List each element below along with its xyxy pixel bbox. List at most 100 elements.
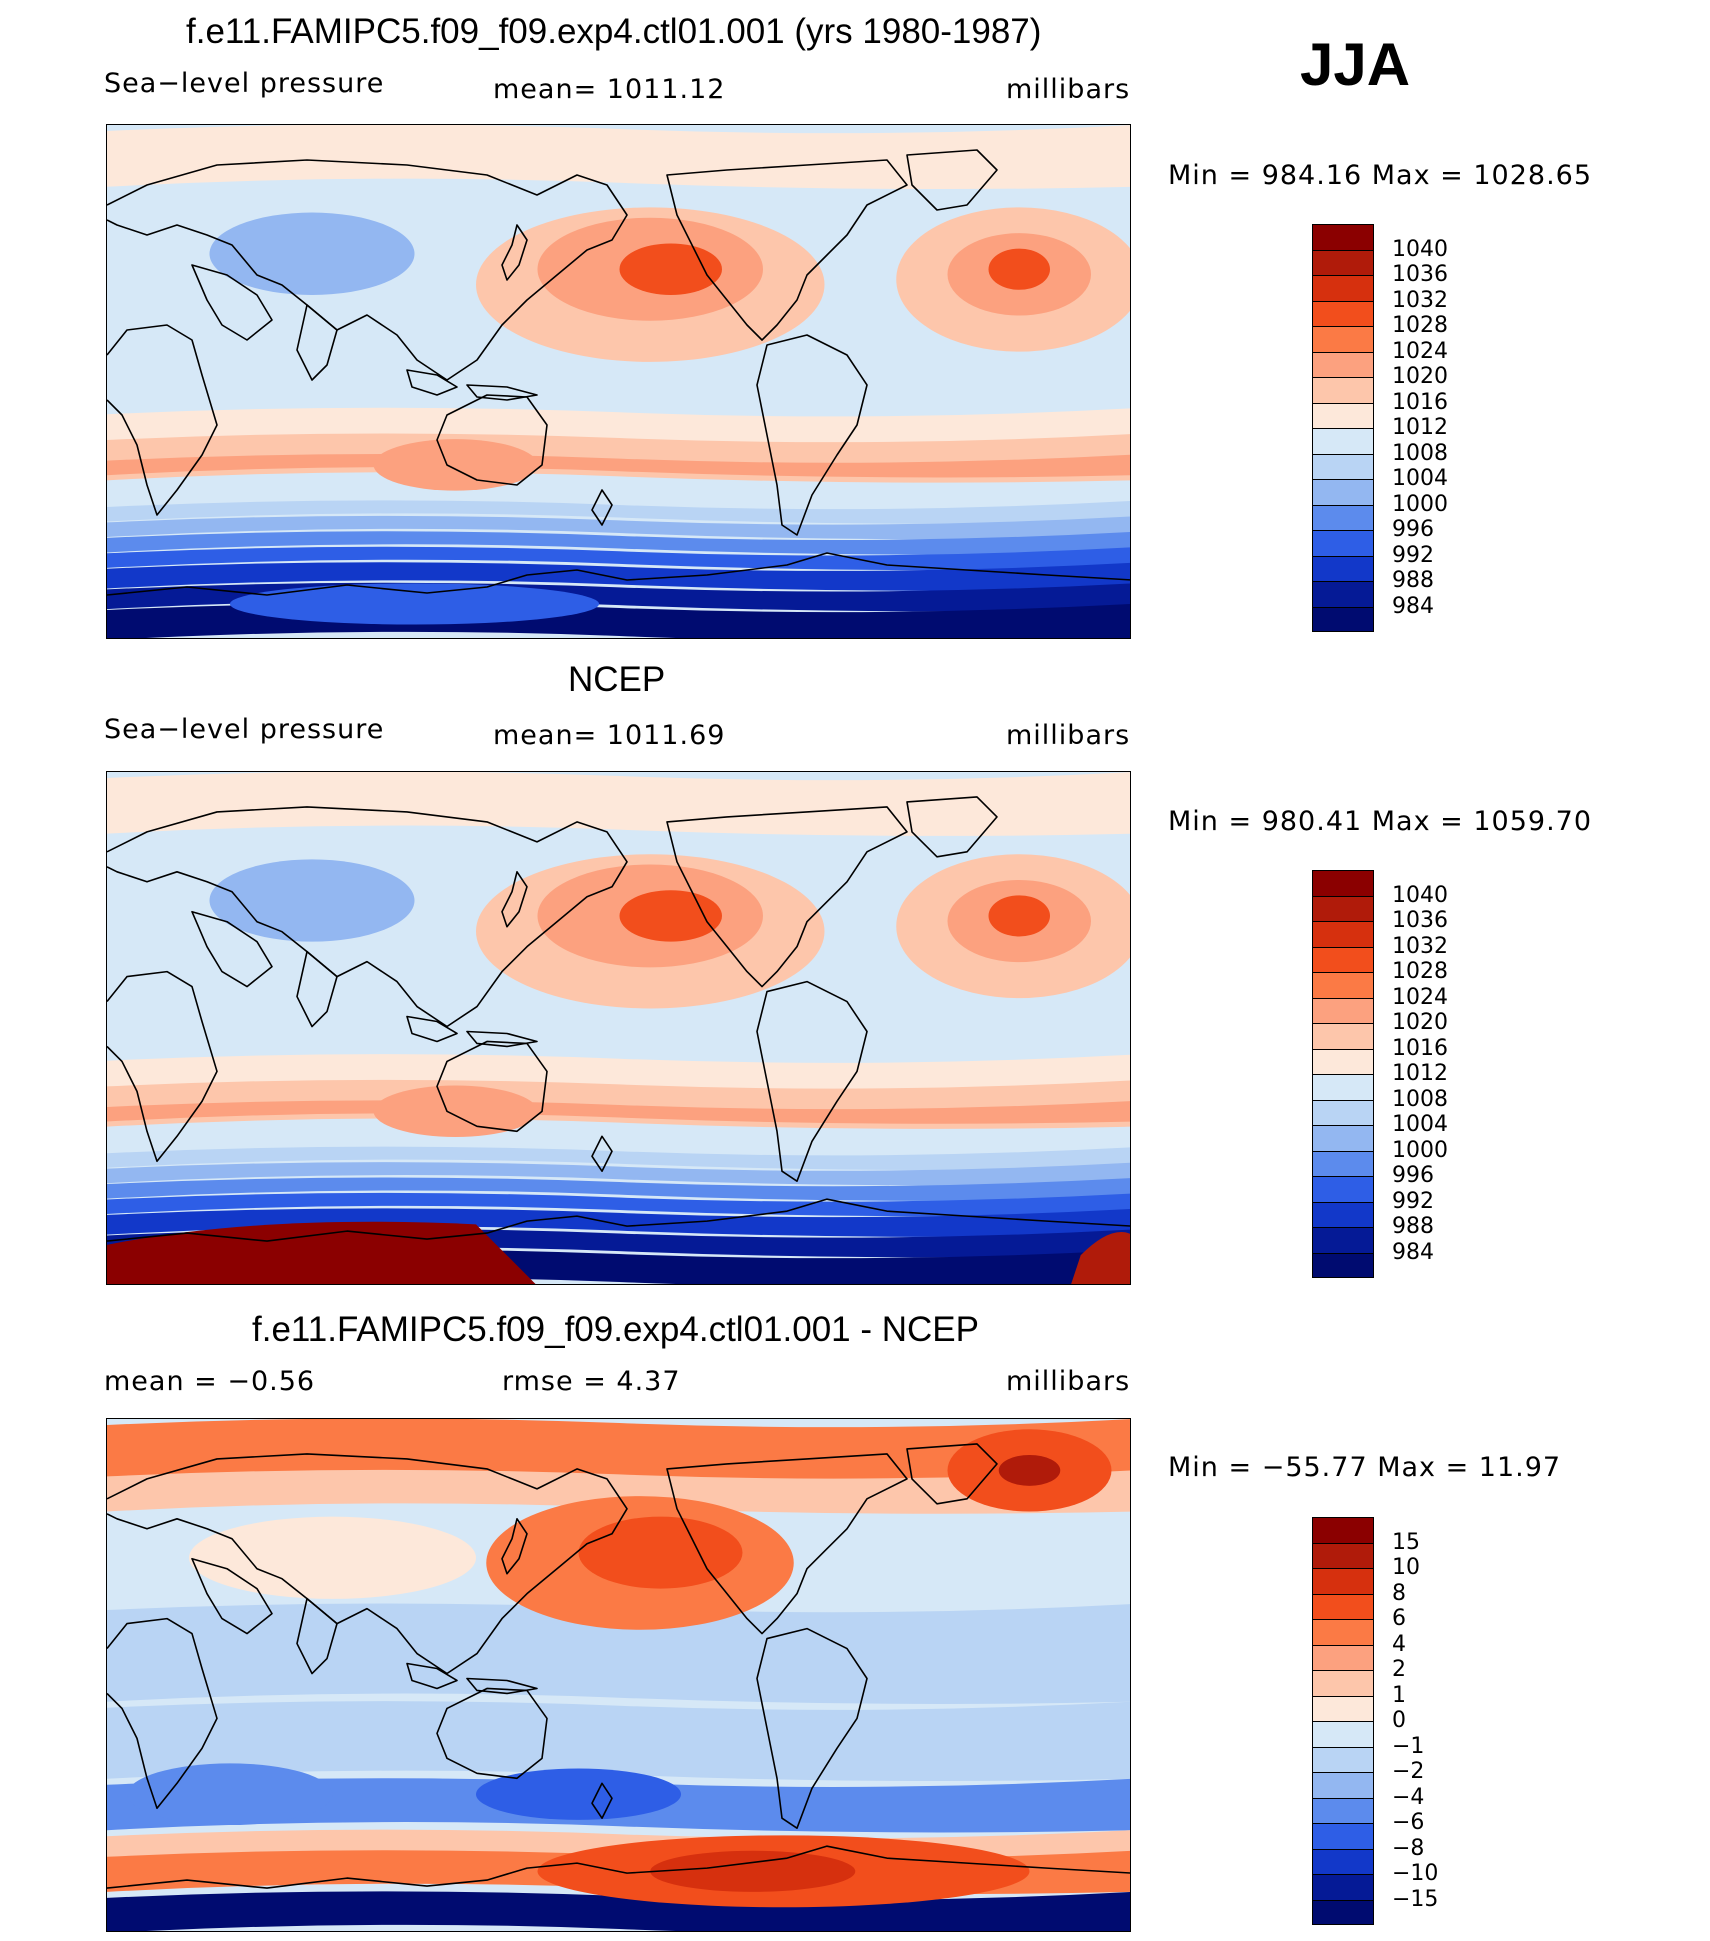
panel-3-title: f.e11.FAMIPC5.f09_f09.exp4.ctl01.001 - N…	[252, 1310, 979, 1349]
colorbar-swatch	[1312, 530, 1374, 556]
contour-band	[107, 1177, 1130, 1201]
colorbar-tick-label: 1028	[1392, 959, 1448, 984]
coastline	[107, 796, 1130, 1242]
colorbar-swatch	[1312, 997, 1374, 1023]
colorbar-swatch	[1312, 300, 1374, 326]
colorbar-swatch	[1312, 1517, 1374, 1543]
colorbar-tick-label: 1020	[1392, 1010, 1448, 1035]
colorbar-swatch	[1312, 921, 1374, 947]
contour-band	[107, 562, 1130, 591]
contour-band	[107, 1603, 1130, 1704]
colorbar-tick-label: 1040	[1392, 882, 1448, 908]
colorbar-tick-label: 988	[1392, 568, 1434, 593]
colorbar-swatch	[1312, 581, 1374, 607]
contour-band	[107, 1146, 1130, 1171]
colorbar-tick-label: 1036	[1392, 262, 1448, 287]
contour-region	[619, 243, 722, 295]
panel-3-minmax: Min = −55.77 Max = 11.97	[1168, 1452, 1562, 1483]
contour-band	[107, 454, 1130, 478]
colorbar-swatch	[1312, 1899, 1374, 1925]
contour-region	[650, 1850, 856, 1892]
contour-band	[107, 1208, 1130, 1237]
colorbar-swatch	[1312, 402, 1374, 428]
colorbar-swatch	[1312, 1721, 1374, 1747]
colorbar-tick-label: 1004	[1392, 466, 1448, 491]
panel-2-map-svg	[107, 772, 1130, 1284]
colorbar-swatch	[1312, 895, 1374, 921]
contour-band	[107, 1100, 1130, 1124]
colorbar-swatch	[1312, 1848, 1374, 1874]
colorbar-swatch	[1312, 1176, 1374, 1202]
colorbar-swatch	[1312, 1746, 1374, 1772]
contour-region	[1071, 1232, 1130, 1284]
colorbar-swatch	[1312, 453, 1374, 479]
colorbar-swatch	[1312, 1252, 1374, 1278]
contour-region	[127, 1763, 333, 1826]
panel-2-mean-label: mean= 1011.69	[493, 720, 726, 751]
colorbar-tick-label: 1024	[1392, 984, 1448, 1010]
colorbar-tick-label: 1000	[1392, 1137, 1448, 1163]
colorbar-swatch	[1312, 1074, 1374, 1100]
colorbar-tick-label: −1	[1392, 1733, 1425, 1759]
contour-region	[619, 890, 722, 942]
colorbar-swatch	[1312, 946, 1374, 972]
colorbar-tick-label: −2	[1392, 1759, 1425, 1784]
colorbar-swatch	[1312, 224, 1374, 250]
colorbar-swatch	[1312, 275, 1374, 301]
colorbar-swatch	[1312, 504, 1374, 530]
panel-3-map	[106, 1418, 1131, 1932]
colorbar-swatch	[1312, 1023, 1374, 1049]
colorbar-tick-label: 1020	[1392, 364, 1448, 389]
colorbar-tick-label: 8	[1392, 1580, 1406, 1606]
colorbar-swatch	[1312, 1568, 1374, 1594]
contour-band	[107, 515, 1130, 540]
panel-1-map-svg	[107, 125, 1130, 638]
colorbar-swatch	[1312, 1150, 1374, 1176]
contour-band	[107, 1192, 1130, 1217]
colorbar-tick-label: −6	[1392, 1810, 1425, 1835]
colorbar-tick-label: −15	[1392, 1886, 1439, 1912]
contour-band	[107, 125, 1130, 190]
panel-1-minmax: Min = 984.16 Max = 1028.65	[1168, 160, 1593, 191]
contour-region	[476, 1768, 681, 1820]
contour-region	[230, 583, 599, 625]
contour-band	[107, 546, 1130, 571]
colorbar-tick-label: 1012	[1392, 1061, 1448, 1086]
colorbar-tick-label: 1012	[1392, 415, 1448, 440]
panel-1-map	[106, 124, 1131, 639]
colorbar-tick-label: 1000	[1392, 491, 1448, 517]
contour-region	[988, 895, 1050, 937]
colorbar-swatch	[1312, 1048, 1374, 1074]
contour-band	[107, 1469, 1130, 1514]
colorbar-tick-label: 10	[1392, 1555, 1420, 1580]
contour-band	[107, 500, 1130, 524]
colorbar-tick-label: 1036	[1392, 908, 1448, 933]
colorbar-tick-label: 1032	[1392, 933, 1448, 959]
season-label: JJA	[1300, 31, 1411, 98]
colorbar-swatch	[1312, 1619, 1374, 1645]
panel-1-title: f.e11.FAMIPC5.f09_f09.exp4.ctl01.001 (yr…	[186, 12, 1042, 51]
colorbar-tick-label: −10	[1392, 1861, 1439, 1886]
colorbar-swatch	[1312, 1772, 1374, 1798]
contour-band	[107, 1162, 1130, 1186]
colorbar-tick-label: 6	[1392, 1606, 1406, 1631]
colorbar-swatch	[1312, 555, 1374, 581]
colorbar-tick-label: −8	[1392, 1835, 1425, 1861]
contour-region	[373, 1085, 538, 1137]
colorbar-tick-label: 1028	[1392, 313, 1448, 338]
panel-1-field-label: Sea−level pressure	[104, 68, 385, 99]
colorbar-tick-label: 996	[1392, 1163, 1434, 1188]
colorbar-swatch	[1312, 351, 1374, 377]
colorbar-swatch	[1312, 972, 1374, 998]
colorbar-swatch	[1312, 1670, 1374, 1696]
colorbar-swatch	[1312, 1874, 1374, 1900]
colorbar-swatch	[1312, 1695, 1374, 1721]
panel-2-title: NCEP	[568, 660, 666, 699]
colorbar-tick-label: 4	[1392, 1631, 1406, 1657]
panel-2-field-label: Sea−level pressure	[104, 714, 385, 745]
colorbar-tick-label: 15	[1392, 1529, 1420, 1555]
colorbar-tick-label: −4	[1392, 1784, 1425, 1810]
contour-region	[373, 439, 538, 491]
contour-band	[107, 531, 1130, 555]
colorbar-swatch	[1312, 1593, 1374, 1619]
